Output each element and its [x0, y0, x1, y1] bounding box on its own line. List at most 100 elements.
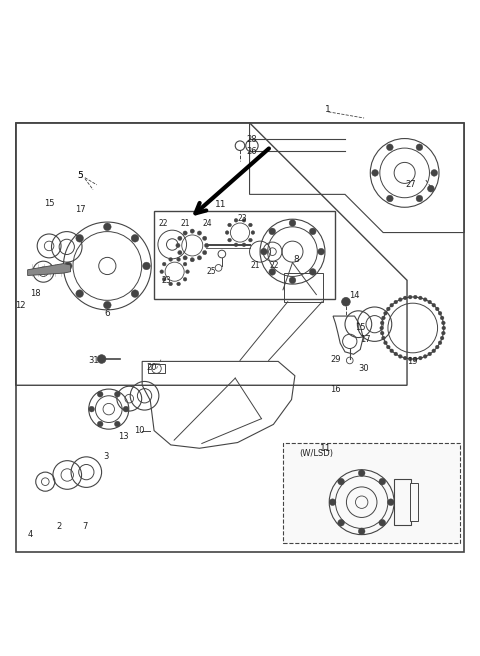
Text: 29: 29	[330, 354, 341, 363]
Circle shape	[242, 218, 246, 222]
Circle shape	[384, 312, 387, 315]
Circle shape	[431, 169, 438, 176]
Circle shape	[169, 258, 172, 261]
Circle shape	[143, 262, 150, 270]
Bar	[284, 273, 323, 302]
Circle shape	[176, 243, 180, 247]
Text: 19: 19	[408, 357, 418, 366]
Text: 14: 14	[349, 291, 360, 300]
Circle shape	[183, 277, 187, 281]
Circle shape	[387, 499, 394, 506]
Circle shape	[97, 355, 106, 363]
Circle shape	[318, 249, 324, 255]
Bar	[394, 480, 411, 525]
Circle shape	[242, 243, 246, 247]
Circle shape	[438, 341, 442, 344]
Circle shape	[249, 238, 252, 242]
Text: 22: 22	[159, 220, 168, 228]
Text: 24: 24	[203, 220, 212, 228]
Circle shape	[131, 290, 139, 297]
Text: 2: 2	[56, 522, 61, 531]
Circle shape	[386, 144, 393, 151]
Text: 8: 8	[293, 255, 299, 264]
Circle shape	[382, 316, 385, 320]
Text: (W/LSD): (W/LSD)	[300, 449, 334, 457]
Circle shape	[190, 258, 194, 262]
Text: 13: 13	[118, 432, 128, 441]
Circle shape	[162, 262, 166, 266]
Circle shape	[440, 316, 444, 320]
Circle shape	[403, 356, 407, 360]
Circle shape	[162, 277, 166, 281]
Circle shape	[428, 185, 434, 192]
Circle shape	[197, 231, 202, 235]
Circle shape	[76, 234, 84, 242]
Circle shape	[394, 300, 398, 304]
Circle shape	[104, 301, 111, 309]
Circle shape	[428, 352, 432, 356]
Bar	[283, 443, 459, 543]
Circle shape	[338, 478, 345, 485]
Circle shape	[380, 326, 384, 330]
Text: 22: 22	[270, 260, 279, 270]
Circle shape	[261, 249, 267, 255]
Circle shape	[197, 256, 202, 260]
Circle shape	[160, 270, 164, 274]
Circle shape	[269, 228, 276, 235]
Circle shape	[413, 357, 417, 361]
Circle shape	[390, 349, 394, 353]
Text: 25: 25	[206, 267, 216, 276]
Circle shape	[234, 243, 238, 247]
Bar	[410, 483, 419, 522]
Circle shape	[403, 296, 407, 300]
Circle shape	[419, 296, 422, 300]
Circle shape	[440, 336, 444, 340]
Circle shape	[423, 298, 427, 302]
Text: 7: 7	[82, 522, 87, 531]
Circle shape	[228, 238, 231, 242]
Circle shape	[183, 231, 187, 235]
Text: 28: 28	[247, 135, 257, 144]
Circle shape	[183, 256, 187, 260]
Circle shape	[416, 195, 423, 202]
Text: 23: 23	[238, 214, 247, 223]
Circle shape	[89, 406, 95, 412]
Circle shape	[379, 520, 385, 526]
Text: 20: 20	[146, 363, 157, 372]
Text: 17: 17	[360, 335, 371, 344]
Circle shape	[177, 258, 180, 261]
Circle shape	[225, 231, 229, 234]
Circle shape	[234, 218, 238, 222]
Circle shape	[203, 236, 207, 240]
Text: 16: 16	[330, 384, 341, 394]
Circle shape	[115, 421, 120, 427]
Circle shape	[178, 236, 182, 240]
Circle shape	[177, 282, 180, 286]
Circle shape	[435, 307, 439, 311]
Text: 4: 4	[27, 529, 33, 539]
Circle shape	[97, 421, 103, 427]
Circle shape	[359, 528, 365, 535]
Circle shape	[380, 321, 384, 325]
Circle shape	[178, 251, 182, 255]
Circle shape	[97, 392, 103, 397]
Circle shape	[186, 270, 189, 274]
Circle shape	[228, 223, 231, 227]
Circle shape	[64, 262, 72, 270]
Bar	[154, 211, 336, 299]
Text: 12: 12	[15, 300, 26, 310]
Circle shape	[386, 307, 390, 311]
Text: 23: 23	[161, 276, 171, 285]
Circle shape	[384, 341, 387, 344]
Circle shape	[190, 229, 194, 234]
Circle shape	[123, 406, 129, 412]
Circle shape	[104, 223, 111, 231]
Circle shape	[131, 234, 139, 242]
Text: 5: 5	[77, 171, 83, 180]
Circle shape	[169, 282, 172, 286]
Text: 17: 17	[75, 205, 85, 214]
Text: 30: 30	[358, 364, 369, 373]
Circle shape	[435, 345, 439, 349]
Text: 31: 31	[89, 356, 99, 365]
Text: 11: 11	[215, 200, 227, 209]
